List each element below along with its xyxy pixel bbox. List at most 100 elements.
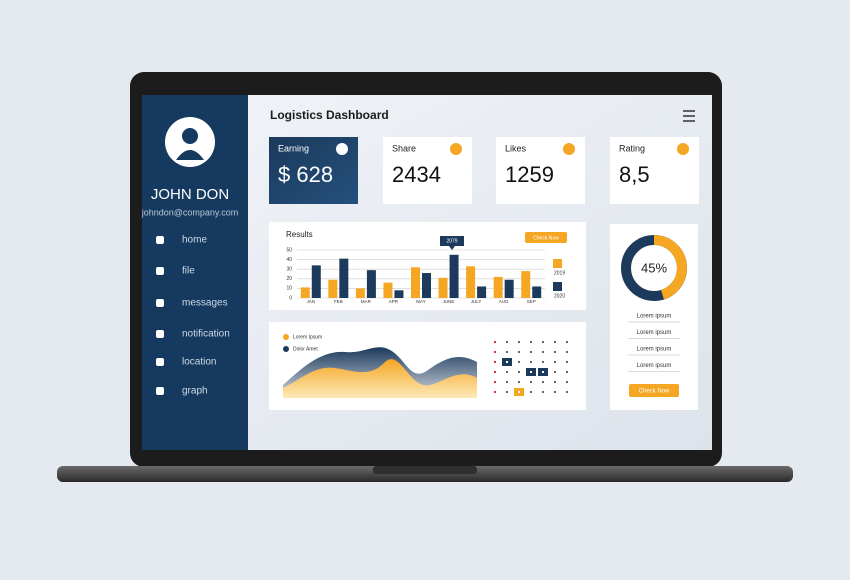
menu-item[interactable]: file <box>182 266 195 277</box>
calendar-day[interactable] <box>530 371 532 373</box>
bar <box>493 276 503 298</box>
button[interactable] <box>629 384 679 397</box>
calendar-day[interactable] <box>566 341 568 343</box>
calendar-day[interactable] <box>506 381 508 383</box>
y-tick-label: 0 <box>289 295 292 301</box>
avatar-body <box>176 150 204 160</box>
tooltip-label: 2079 <box>446 238 457 244</box>
bar <box>466 266 476 298</box>
menu-icon <box>156 358 164 366</box>
y-tick-label: 40 <box>286 257 292 263</box>
calendar-day[interactable] <box>494 371 496 373</box>
legend-dot <box>283 346 289 352</box>
calendar-day[interactable] <box>518 391 520 393</box>
card-value: 8,5 <box>619 162 650 187</box>
calendar-day[interactable] <box>566 391 568 393</box>
calendar-day[interactable] <box>518 381 520 383</box>
chart-title: Results <box>286 230 313 239</box>
bar <box>366 270 376 298</box>
calendar-day[interactable] <box>530 351 532 353</box>
bar <box>328 279 338 298</box>
menu-icon[interactable] <box>683 110 695 122</box>
calendar-day[interactable] <box>494 381 496 383</box>
calendar-day[interactable] <box>542 351 544 353</box>
x-tick-label: SEP <box>527 299 536 304</box>
calendar-day[interactable] <box>530 391 532 393</box>
calendar-day[interactable] <box>530 341 532 343</box>
calendar-day[interactable] <box>506 371 508 373</box>
bar <box>422 273 431 298</box>
donut-segment <box>621 235 687 301</box>
calendar-day[interactable] <box>566 381 568 383</box>
list-item: Lorem ipsum <box>637 330 672 336</box>
calendar-day[interactable] <box>506 361 508 363</box>
calendar-day[interactable] <box>518 341 520 343</box>
calendar-day[interactable] <box>530 361 532 363</box>
button[interactable] <box>525 232 567 243</box>
y-tick-label: 10 <box>286 286 292 292</box>
menu-icon <box>156 299 164 307</box>
calendar-day[interactable] <box>554 341 556 343</box>
calendar-day[interactable] <box>530 381 532 383</box>
calendar-day[interactable] <box>506 391 508 393</box>
calendar-day[interactable] <box>518 361 520 363</box>
x-tick-label: JAN <box>307 299 316 304</box>
y-tick-label: 50 <box>286 247 292 253</box>
legend-swatch <box>553 282 562 291</box>
menu-item[interactable]: home <box>182 235 207 246</box>
calendar-day[interactable] <box>542 381 544 383</box>
bar <box>438 277 448 298</box>
card-value: 1259 <box>505 162 554 187</box>
button-label[interactable]: Check Now <box>639 389 670 395</box>
menu-item[interactable]: graph <box>182 386 208 397</box>
x-tick-label: AUG <box>499 299 509 304</box>
avatar-head <box>182 128 198 144</box>
card-label: Share <box>392 143 416 153</box>
calendar-day[interactable] <box>494 391 496 393</box>
bar <box>449 254 459 298</box>
menu-icon <box>156 330 164 338</box>
bar <box>504 279 514 298</box>
x-tick-label: APR <box>389 299 399 304</box>
calendar-day[interactable] <box>494 361 496 363</box>
legend-swatch <box>553 259 562 268</box>
calendar-day[interactable] <box>494 341 496 343</box>
calendar-day[interactable] <box>542 361 544 363</box>
calendar-day[interactable] <box>554 371 556 373</box>
button-label[interactable]: Check Now <box>533 235 559 241</box>
bar <box>521 271 531 298</box>
calendar-day[interactable] <box>554 361 556 363</box>
card-icon <box>563 143 575 155</box>
calendar-day[interactable] <box>542 391 544 393</box>
card-value: $ 628 <box>278 162 333 187</box>
card-label: Rating <box>619 143 645 153</box>
menu-item[interactable]: messages <box>182 298 228 309</box>
legend-label: Lorem Ipsum <box>293 334 322 340</box>
menu-icon <box>156 236 164 244</box>
calendar-day[interactable] <box>506 341 508 343</box>
list-item: Lorem ipsum <box>637 363 672 369</box>
calendar-day[interactable] <box>554 381 556 383</box>
calendar-day[interactable] <box>566 361 568 363</box>
menu-item[interactable]: location <box>182 357 216 368</box>
calendar-day[interactable] <box>554 391 556 393</box>
calendar-day[interactable] <box>566 371 568 373</box>
calendar-day[interactable] <box>506 351 508 353</box>
calendar-day[interactable] <box>518 371 520 373</box>
menu-item[interactable]: notification <box>182 329 230 340</box>
donut-label: 45% <box>641 260 667 275</box>
card-icon <box>336 143 348 155</box>
card-icon <box>677 143 689 155</box>
calendar-day[interactable] <box>554 351 556 353</box>
x-tick-label: JUNE <box>443 299 455 304</box>
x-tick-label: MAY <box>416 299 425 304</box>
y-tick-label: 30 <box>286 267 292 273</box>
card-value: 2434 <box>392 162 441 187</box>
calendar-day[interactable] <box>494 351 496 353</box>
calendar-day[interactable] <box>518 351 520 353</box>
calendar-day[interactable] <box>542 371 544 373</box>
calendar-day[interactable] <box>542 341 544 343</box>
card-label: Earning <box>278 143 309 153</box>
bar <box>532 286 542 298</box>
calendar-day[interactable] <box>566 351 568 353</box>
